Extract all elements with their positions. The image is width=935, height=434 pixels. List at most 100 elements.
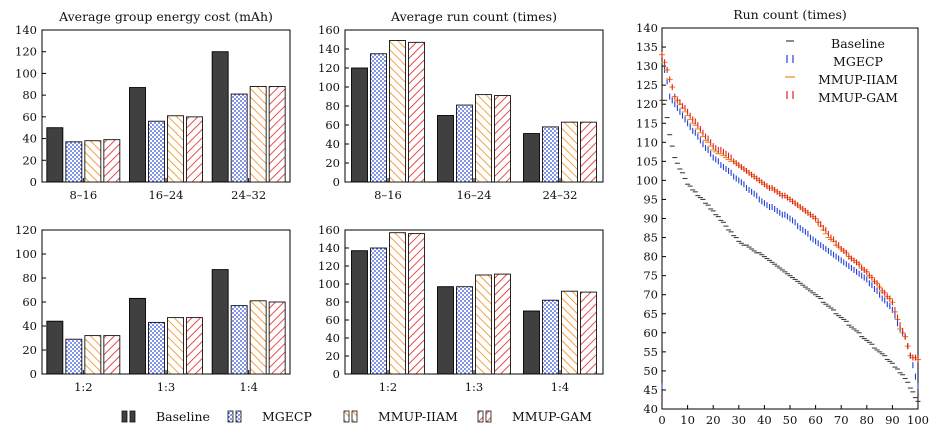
bar-mmup-gam-24-32	[580, 121, 597, 183]
bar-mgecp-1-3	[148, 321, 165, 375]
y-tick-label: 20	[22, 343, 37, 357]
bar-baseline-1-3	[437, 286, 454, 375]
bar-mgecp-16-24	[456, 104, 473, 183]
x-tick-label: 1:3	[157, 380, 176, 394]
legend-label-mmup-gam: MMUP-GAM	[818, 90, 898, 105]
bar-mgecp-24-32	[542, 126, 559, 183]
y-tick-label: 20	[22, 153, 37, 167]
bar-mgecp-1-2	[370, 247, 387, 375]
x-tick-label: 24–32	[231, 188, 266, 202]
y-tick-label: 80	[325, 99, 340, 113]
x-tick-label: 100	[907, 413, 929, 427]
bar-mmup-iiam-1-3	[475, 274, 492, 375]
y-tick-label: 105	[636, 154, 658, 168]
scatter-legend: Baseline MGECP MMUP-IIAM MMUP-GAM	[785, 36, 898, 105]
y-tick-label: 100	[318, 277, 340, 291]
bar-mmup-gam-24-32	[268, 86, 286, 183]
y-tick-label: 120	[15, 223, 37, 237]
y-tick-label: 100	[15, 66, 37, 80]
bar-mmup-gam-1-4	[268, 301, 286, 375]
bar-chart-run_count_A: 0 20 40 60 80 100 120 140 160 Average run count (…	[318, 9, 604, 202]
bar-mgecp-24-32	[230, 93, 248, 183]
chart-title: Average group energy cost (mAh)	[58, 9, 273, 24]
bar-mmup-gam-1-2	[408, 233, 425, 375]
bar-legend: Baseline MGECP MMUP-IIAM MMUP-GAM	[121, 409, 592, 424]
x-tick-label: 8–16	[69, 188, 97, 202]
y-tick-label: 85	[643, 231, 658, 245]
y-tick-label: 140	[636, 21, 658, 35]
y-tick-label: 120	[636, 97, 658, 111]
chart-title: Average run count (times)	[390, 9, 557, 24]
bar-mmup-iiam-1-2	[84, 335, 102, 375]
bar-baseline-1-4	[523, 310, 540, 375]
x-tick-label: 16–24	[456, 188, 491, 202]
bar-mmup-iiam-8-16	[389, 40, 406, 183]
x-tick-label: 24–32	[542, 188, 577, 202]
y-tick-label: 120	[318, 61, 340, 75]
bar-chart-run_count_B: 0 20 40 60 80 100 120 140 160 1:2 1:3 1:4	[318, 223, 604, 394]
y-tick-label: 40	[325, 137, 340, 151]
y-tick-label: 40	[325, 331, 340, 345]
y-tick-label: 140	[318, 241, 340, 255]
y-tick-label: 115	[636, 116, 658, 130]
bar-baseline-8-16	[351, 67, 368, 183]
bar-mmup-iiam-24-32	[249, 86, 267, 183]
bar-mgecp-1-2	[65, 338, 83, 375]
bar-mgecp-8-16	[65, 141, 83, 183]
bar-baseline-16-24	[437, 115, 454, 183]
legend-label-mgecp: MGECP	[833, 54, 883, 69]
bar-mmup-gam-1-4	[580, 291, 597, 375]
y-tick-label: 100	[15, 247, 37, 261]
y-tick-label: 135	[636, 40, 658, 54]
bar-mmup-iiam-1-2	[389, 232, 406, 375]
legend-label-baseline: Baseline	[156, 409, 210, 424]
bar-mmup-gam-1-2	[103, 335, 121, 375]
bar-baseline-8-16	[46, 127, 64, 183]
y-tick-label: 40	[22, 132, 37, 146]
y-tick-label: 0	[333, 175, 340, 189]
y-tick-label: 20	[325, 349, 340, 363]
scatter-chart-run-count: 4045505560657075808590951001051101151201…	[636, 7, 929, 427]
x-tick-label: 1:2	[379, 380, 398, 394]
y-tick-label: 120	[318, 259, 340, 273]
y-tick-label: 80	[22, 88, 37, 102]
bar-mmup-gam-16-24	[186, 116, 203, 183]
y-tick-label: 130	[636, 59, 658, 73]
x-tick-label: 16–24	[148, 188, 183, 202]
y-tick-label: 80	[325, 295, 340, 309]
x-tick-label: 10	[680, 413, 695, 427]
x-tick-label: 80	[859, 413, 874, 427]
x-tick-label: 40	[757, 413, 772, 427]
y-tick-label: 0	[30, 367, 37, 381]
y-tick-label: 70	[643, 288, 658, 302]
legend-swatch-baseline	[121, 410, 128, 423]
bar-mgecp-8-16	[370, 53, 387, 183]
y-tick-label: 0	[333, 367, 340, 381]
y-tick-label: 0	[30, 175, 37, 189]
x-tick-label: 20	[706, 413, 721, 427]
y-tick-label: 65	[643, 307, 658, 321]
y-tick-label: 45	[643, 383, 658, 397]
x-tick-label: 0	[658, 413, 665, 427]
x-tick-label: 50	[783, 413, 798, 427]
bar-baseline-1-3	[129, 297, 146, 375]
series-mgecp	[661, 66, 919, 390]
legend-swatch-mmup-iiam	[343, 410, 350, 423]
bar-mgecp-1-4	[230, 305, 248, 375]
y-tick-label: 50	[643, 364, 658, 378]
x-tick-label: 1:4	[239, 380, 258, 394]
y-tick-label: 160	[318, 23, 340, 37]
bar-mmup-gam-1-3	[186, 317, 203, 375]
bar-mmup-gam-8-16	[408, 41, 425, 183]
legend-label-mmup-iiam: MMUP-IIAM	[818, 72, 898, 87]
x-tick-label: 90	[885, 413, 900, 427]
y-tick-label: 80	[643, 250, 658, 264]
legend-swatch-mmup-gam	[477, 410, 484, 423]
legend-label-baseline: Baseline	[831, 36, 885, 51]
legend-swatch-mgecp	[235, 410, 242, 423]
x-tick-label: 70	[834, 413, 849, 427]
bar-mmup-iiam-16-24	[475, 94, 492, 183]
series-mmup-gam	[661, 51, 919, 363]
bar-mmup-iiam-1-3	[167, 317, 184, 375]
